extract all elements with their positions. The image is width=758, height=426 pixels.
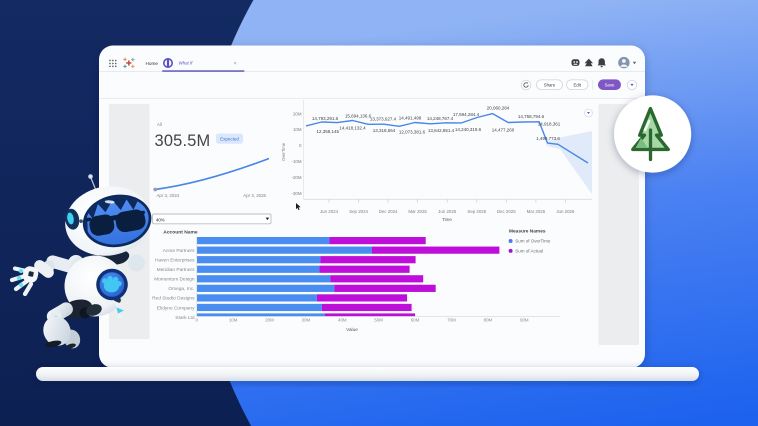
- svg-text:Momentum Design: Momentum Design: [154, 277, 195, 283]
- svg-text:-20M: -20M: [291, 175, 301, 180]
- svg-text:Elidyne Company: Elidyne Company: [157, 305, 195, 311]
- svg-text:50M: 50M: [374, 318, 383, 323]
- svg-text:Apr 3, 2024: Apr 3, 2024: [157, 193, 180, 198]
- svg-text:Sep 2025: Sep 2025: [467, 209, 486, 214]
- svg-text:13,642,851.4: 13,642,851.4: [428, 128, 455, 133]
- svg-text:17,594,284.4: 17,594,284.4: [453, 112, 480, 117]
- svg-text:Dec 2025: Dec 2025: [497, 209, 516, 214]
- svg-text:Meridian Partners: Meridian Partners: [157, 267, 195, 273]
- svg-text:15,694,136.6: 15,694,136.6: [345, 114, 372, 119]
- svg-text:Apr 3, 2026: Apr 3, 2026: [243, 193, 266, 198]
- svg-text:Time: Time: [442, 217, 452, 222]
- svg-text:13,373,627.4: 13,373,627.4: [370, 117, 397, 122]
- svg-text:What If: What If: [179, 61, 194, 66]
- svg-text:14,477,260: 14,477,260: [492, 128, 515, 133]
- svg-text:Sep 2024: Sep 2024: [349, 209, 368, 214]
- svg-text:×: ×: [234, 61, 237, 67]
- svg-text:70M: 70M: [447, 318, 456, 323]
- svg-text:14,918,361: 14,918,361: [538, 122, 561, 127]
- svg-text:Sum of OverTime: Sum of OverTime: [515, 239, 551, 244]
- svg-text:40M: 40M: [338, 318, 347, 323]
- svg-text:-10M: -10M: [291, 159, 301, 164]
- svg-text:Save: Save: [604, 83, 615, 88]
- svg-text:14,248,767.4: 14,248,767.4: [427, 116, 454, 121]
- svg-text:20M: 20M: [293, 111, 302, 116]
- svg-text:12,073,381.6: 12,073,381.6: [399, 130, 426, 135]
- svg-text:14,758,794.6: 14,758,794.6: [518, 114, 545, 119]
- svg-text:14,491,498: 14,491,498: [399, 116, 422, 121]
- svg-text:Jun 2026: Jun 2026: [556, 209, 575, 214]
- svg-text:14,793,291.6: 14,793,291.6: [312, 116, 339, 121]
- svg-text:Value: Value: [346, 327, 358, 332]
- svg-text:Expected: Expected: [220, 137, 239, 142]
- svg-text:14,240,319.6: 14,240,319.6: [455, 127, 482, 132]
- svg-text:20M: 20M: [265, 318, 274, 323]
- svg-text:Jun 2025: Jun 2025: [438, 209, 457, 214]
- svg-text:Dec 2024: Dec 2024: [379, 209, 398, 214]
- svg-text:Home: Home: [146, 61, 159, 66]
- svg-text:0: 0: [299, 143, 302, 148]
- svg-text:20,060,284: 20,060,284: [487, 106, 510, 111]
- svg-text:0: 0: [195, 318, 198, 323]
- svg-text:Jun 2024: Jun 2024: [320, 209, 339, 214]
- svg-text:30M: 30M: [302, 318, 311, 323]
- svg-text:Omega, Inc.: Omega, Inc.: [168, 286, 194, 292]
- svg-text:13,318,564: 13,318,564: [373, 128, 396, 133]
- svg-text:80M: 80M: [484, 318, 493, 323]
- svg-text:OverTime: OverTime: [281, 142, 286, 161]
- svg-text:Measure Names: Measure Names: [509, 229, 546, 235]
- svg-text:60M: 60M: [411, 318, 420, 323]
- svg-text:Account Name: Account Name: [163, 230, 198, 236]
- svg-text:10M: 10M: [293, 127, 302, 132]
- svg-text:Haven Enterprises: Haven Enterprises: [155, 258, 195, 264]
- svg-text:90M: 90M: [520, 318, 529, 323]
- svg-text:14,418,132.4: 14,418,132.4: [339, 126, 366, 131]
- svg-text:1,499,773.6: 1,499,773.6: [536, 136, 560, 141]
- svg-text:Stark Ltd: Stark Ltd: [175, 315, 195, 321]
- svg-text:Sum of Actual: Sum of Actual: [515, 249, 543, 254]
- svg-text:-30M: -30M: [291, 191, 301, 196]
- svg-text:Share: Share: [544, 82, 556, 87]
- svg-text:10M: 10M: [229, 318, 238, 323]
- svg-text:Edit: Edit: [573, 82, 581, 87]
- svg-text:305.5M: 305.5M: [155, 132, 211, 150]
- svg-text:12,358,145: 12,358,145: [317, 129, 340, 134]
- svg-text:All: All: [157, 122, 162, 127]
- svg-text:Red Studio Designs: Red Studio Designs: [152, 296, 195, 302]
- svg-text:Mar 2026: Mar 2026: [527, 209, 546, 214]
- svg-text:40%: 40%: [156, 217, 165, 222]
- svg-text:Acme Partners: Acme Partners: [163, 248, 195, 254]
- svg-text:Mar 2025: Mar 2025: [408, 209, 427, 214]
